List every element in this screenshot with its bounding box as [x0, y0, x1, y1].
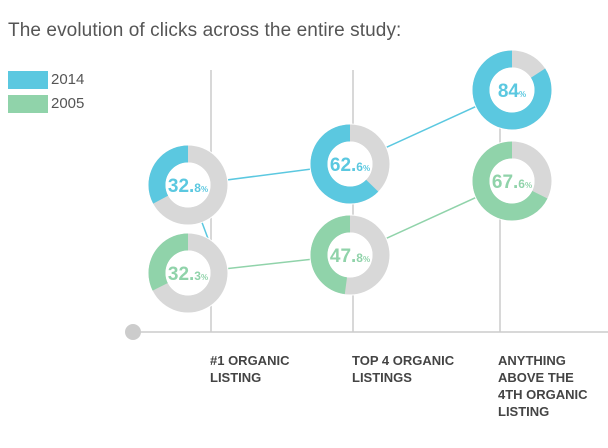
legend-swatch-2005	[8, 94, 48, 113]
donut-2014-1-value-arc	[148, 145, 228, 225]
category-label-2-text: TOP 4 ORGANIC LISTINGS	[352, 353, 455, 385]
donut-2005-2-center	[327, 232, 373, 278]
donut-2005-3-value-label: 67.6%	[492, 172, 532, 193]
donut-2014-3-value-arc	[472, 50, 552, 130]
legend-item-2014: 2014	[8, 70, 84, 89]
donut-2005-2-value-arc	[310, 215, 390, 295]
donut-2014-1-value-label: 32.8%	[168, 176, 208, 197]
donut-2005-1-value-arc	[148, 233, 228, 313]
donut-2005-3-value-arc	[472, 141, 552, 221]
category-label-1-text: #1 ORGANIC LISTING	[210, 353, 290, 385]
category-label-1: #1 ORGANIC LISTING	[210, 352, 320, 386]
category-label-2: TOP 4 ORGANIC LISTINGS	[352, 352, 470, 386]
origin-dot	[125, 324, 141, 340]
donut-2005-1-value-label: 32.3%	[168, 264, 208, 285]
legend-label-2014: 2014	[51, 71, 85, 88]
donut-2014-2-value-arc	[310, 124, 390, 204]
donut-2005-1-center	[165, 250, 211, 296]
donut-2014-3-center	[489, 67, 535, 113]
category-label-3-text: ANYTHING ABOVE THE 4TH ORGANIC LISTING	[498, 353, 588, 419]
donut-2014-1-center	[165, 162, 211, 208]
chart-title: The evolution of clicks across the entir…	[8, 20, 402, 41]
legend-item-2005: 2005	[8, 94, 84, 113]
donut-2014-2-value-label: 62.6%	[330, 155, 370, 176]
donut-2005-3-center	[489, 158, 535, 204]
donut-2005-2-value-label: 47.8%	[330, 246, 370, 267]
legend-label-2005: 2005	[51, 95, 85, 112]
legend-swatch-2014	[8, 70, 48, 89]
series-line-2014	[186, 89, 513, 277]
donut-2014-3-value-label: 84%	[498, 81, 526, 102]
category-label-3: ANYTHING ABOVE THE 4TH ORGANIC LISTING	[498, 352, 598, 420]
donut-2014-2-center	[327, 141, 373, 187]
